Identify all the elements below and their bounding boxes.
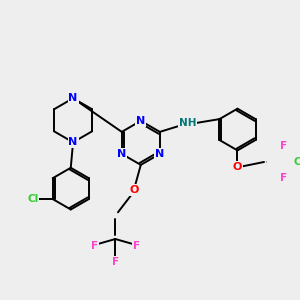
Text: Cl: Cl xyxy=(27,194,39,204)
Text: N: N xyxy=(117,149,126,159)
Text: NH: NH xyxy=(179,118,196,128)
Text: F: F xyxy=(133,241,140,251)
Text: F: F xyxy=(280,141,287,151)
Text: N: N xyxy=(155,149,164,159)
Text: O: O xyxy=(233,162,242,172)
Text: N: N xyxy=(68,93,78,103)
Text: F: F xyxy=(91,241,98,251)
Text: N: N xyxy=(68,137,78,147)
Text: F: F xyxy=(280,173,287,183)
Text: Cl: Cl xyxy=(294,157,300,167)
Text: F: F xyxy=(112,257,119,267)
Text: O: O xyxy=(129,185,139,195)
Text: N: N xyxy=(136,116,146,126)
